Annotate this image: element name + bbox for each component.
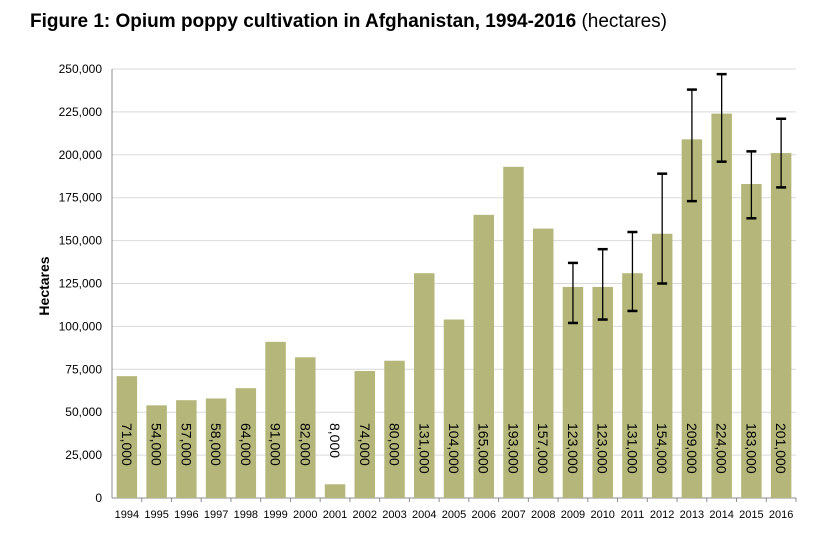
bar-2010 — [592, 286, 613, 498]
chart-title-unit: (hectares) — [581, 11, 667, 32]
data-label: 131,000 — [624, 423, 640, 474]
x-tick-label: 1997 — [204, 509, 228, 521]
x-tick-label: 2003 — [382, 509, 406, 521]
bar-2015 — [741, 183, 762, 499]
y-tick-label: 75,000 — [65, 362, 102, 376]
bar-1999 — [265, 341, 286, 498]
x-tick-label: 2010 — [590, 509, 614, 521]
x-tick-label: 2007 — [501, 509, 525, 521]
bar-1995 — [146, 405, 167, 498]
data-labels: 71,000 54,000 57,000 58,000 64,000 91,000 82,0… — [119, 423, 789, 474]
data-label: 74,000 — [357, 423, 373, 466]
y-tick-label: 200,000 — [59, 148, 103, 162]
x-tick-label: 1996 — [174, 509, 198, 521]
bar-2013 — [681, 139, 703, 498]
x-tick-label: 2006 — [471, 509, 495, 521]
y-tick-label: 125,000 — [59, 277, 103, 291]
chart-title: Figure 1: Opium poppy cultivation in Afg… — [30, 11, 667, 33]
y-tick-label: 250,000 — [59, 62, 103, 76]
bar-2000 — [295, 357, 316, 498]
data-label: 58,000 — [208, 423, 224, 466]
bar-2009 — [562, 286, 584, 498]
data-label: 224,000 — [714, 423, 730, 474]
bar-2002 — [354, 371, 376, 498]
x-tick-label: 2016 — [769, 509, 793, 521]
bar-1994 — [116, 376, 138, 498]
data-label: 57,000 — [178, 423, 194, 466]
bar-2014 — [711, 113, 732, 498]
data-label: 91,000 — [268, 423, 284, 466]
x-tick-label: 2011 — [621, 509, 645, 521]
data-label: 165,000 — [476, 423, 492, 474]
bar-2007 — [503, 166, 524, 498]
data-label: 64,000 — [238, 423, 254, 466]
x-tick-label: 1995 — [144, 509, 168, 521]
x-tick-label: 2000 — [293, 509, 317, 521]
data-label: 8,000 — [327, 423, 343, 458]
chart-title-main: Figure 1: Opium poppy cultivation in Afg… — [30, 11, 577, 32]
error-bars — [567, 72, 787, 325]
y-tick-label: 0 — [95, 491, 102, 505]
data-label: 123,000 — [595, 423, 611, 474]
y-tick-label: 100,000 — [59, 319, 103, 333]
y-axis-label: Hectares — [36, 256, 52, 315]
x-tick-label: 2008 — [531, 509, 555, 521]
x-tick-label: 2005 — [442, 509, 466, 521]
bar-2003 — [384, 360, 405, 498]
data-label: 80,000 — [387, 423, 403, 466]
data-label: 154,000 — [654, 423, 670, 474]
data-label: 131,000 — [416, 423, 432, 474]
bar-2012 — [651, 233, 673, 498]
data-label: 209,000 — [684, 423, 700, 474]
x-tick-label: 2012 — [650, 509, 674, 521]
y-tick-label: 175,000 — [59, 191, 103, 205]
data-label: 54,000 — [149, 423, 165, 466]
y-tick-label: 50,000 — [65, 405, 102, 419]
bar-2004 — [414, 273, 435, 498]
bar-2005 — [443, 319, 465, 498]
bar-2008 — [532, 228, 554, 498]
y-tick-label: 225,000 — [59, 105, 103, 119]
bar-2016 — [770, 153, 792, 499]
x-tick-label: 2014 — [709, 509, 733, 521]
bar-1996 — [176, 400, 197, 498]
x-tick-label: 1994 — [115, 509, 139, 521]
data-label: 104,000 — [446, 423, 462, 474]
x-tick-label: 2002 — [353, 509, 377, 521]
x-tick-label: 2009 — [561, 509, 585, 521]
x-tick-label: 2004 — [412, 509, 436, 521]
bar-1997 — [205, 398, 227, 498]
x-tick-label: 2015 — [739, 509, 763, 521]
x-tick-labels: 1994 1995 1996 1997 1998 1999 2000 2001 2002 2003… — [115, 509, 794, 521]
data-label: 71,000 — [119, 423, 135, 466]
data-label: 157,000 — [535, 423, 551, 474]
y-tick-label: 25,000 — [65, 448, 102, 462]
data-label: 183,000 — [743, 423, 759, 474]
y-tick-labels: 0 25,000 50,000 75,000 100,000 125,000 150,000… — [59, 62, 103, 505]
data-label: 123,000 — [565, 423, 581, 474]
bar-2001 — [324, 484, 346, 498]
bar-2011 — [622, 273, 643, 498]
bar-1998 — [235, 388, 257, 498]
x-tick-label: 2013 — [680, 509, 704, 521]
bar-2006 — [473, 214, 494, 499]
data-label: 82,000 — [297, 423, 313, 466]
data-label: 193,000 — [505, 423, 521, 474]
x-tick-label: 1998 — [234, 509, 258, 521]
data-label: 201,000 — [773, 423, 789, 474]
y-tick-label: 150,000 — [59, 234, 103, 248]
bars — [116, 113, 792, 499]
x-tick-label: 2001 — [323, 509, 347, 521]
x-tick-label: 1999 — [263, 509, 287, 521]
